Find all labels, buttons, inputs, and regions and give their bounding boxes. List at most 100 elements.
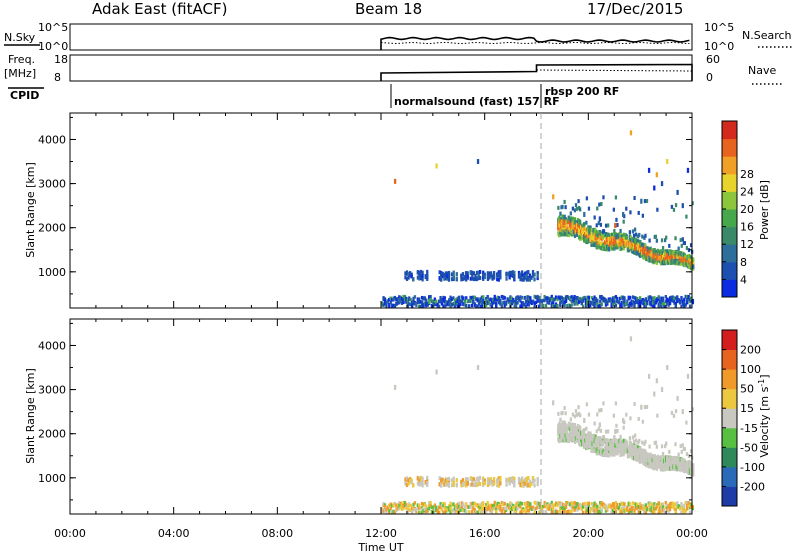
velocity-cell [383,504,387,509]
power-cell [577,199,580,204]
power-cell [536,273,539,278]
power-cell [415,301,418,306]
colorbar-tick-label: 16 [740,221,754,234]
power-cell [438,270,441,275]
power-cell [612,241,615,246]
power-cell [660,300,663,304]
power-cell [619,304,622,309]
velocity-cell [637,445,640,450]
power-cell [546,300,549,304]
velocity-cell [646,507,649,512]
velocity-cell [677,457,680,463]
velocity-cell [544,502,548,506]
power-cell [540,299,543,303]
site-title: Adak East (fitACF) [92,0,227,18]
power-cell [561,204,564,209]
velocity-cell [622,438,625,444]
velocity-cell [456,508,459,513]
power-cell [666,159,669,165]
power-cell [690,299,693,303]
power-cell [418,297,421,301]
velocity-cell [686,500,689,505]
power-cell [567,303,571,308]
velocity-cell [486,480,490,485]
velocity-cell [650,506,653,510]
power-cell [602,195,605,200]
velocity-cell [604,429,608,434]
power-cell [614,195,618,200]
power-cell [627,295,630,300]
velocity-cell [398,501,401,505]
power-cell [570,299,573,303]
power-cell [648,238,651,243]
power-cell [624,302,628,306]
velocity-cell [589,509,592,514]
velocity-cell [433,503,437,507]
power-cell [571,206,575,211]
power-cell [550,304,553,309]
velocity-cell [619,510,622,515]
power-cell [406,300,409,305]
power-cell [485,297,488,301]
velocity-cell [612,413,615,418]
power-cell [580,301,583,305]
power-cell [637,299,640,303]
velocity-cell [585,402,589,407]
power-cell [423,301,427,305]
velocity-cell [563,503,566,507]
power-cell [457,295,461,300]
velocity-cell [404,481,407,486]
velocity-cell [503,502,506,506]
velocity-cell [631,435,635,440]
power-cell [399,299,402,304]
power-cell [429,294,432,299]
power-cell [617,300,620,304]
power-cell [497,297,501,302]
power-cell [459,302,462,306]
power-cell [490,299,494,304]
velocity-cell [522,507,525,511]
power-cell [612,207,615,212]
velocity-ylabel: Slant Range [km] [24,368,37,464]
power-cell [528,273,532,278]
velocity-cell [664,501,667,505]
velocity-cell [653,502,656,506]
velocity-cell [559,417,562,422]
velocity-cell [395,503,398,507]
power-cell [610,304,613,308]
power-cell [513,300,516,304]
power-cell [666,302,669,306]
power-cell [656,207,659,212]
power-cell [559,211,562,216]
power-cell [562,303,565,307]
power-cell [673,249,676,255]
colorbar-swatch [722,408,737,429]
velocity-cell [422,502,425,507]
velocity-cell [499,508,502,512]
power-cell [587,303,590,307]
power-cell [630,303,633,307]
power-cell [497,272,500,277]
power-cell [438,304,441,309]
velocity-cell [533,500,536,505]
power-cell [685,246,689,251]
velocity-cell [509,508,512,512]
velocity-cell [383,507,387,512]
power-cell [585,230,588,235]
power-cell [528,277,532,282]
power-cell [539,299,542,303]
y-tick-label: 1000 [38,266,66,279]
power-cell [657,304,660,308]
power-cell [443,300,447,304]
velocity-cell [606,429,610,434]
power-cell [584,303,588,308]
power-cell [691,298,695,303]
velocity-cell [512,503,515,508]
power-cell [579,207,582,212]
power-cell [681,203,684,209]
velocity-cell [477,480,480,485]
power-cell [510,300,514,304]
power-cell [402,298,405,302]
velocity-cell [560,438,563,443]
power-cell [681,237,684,242]
